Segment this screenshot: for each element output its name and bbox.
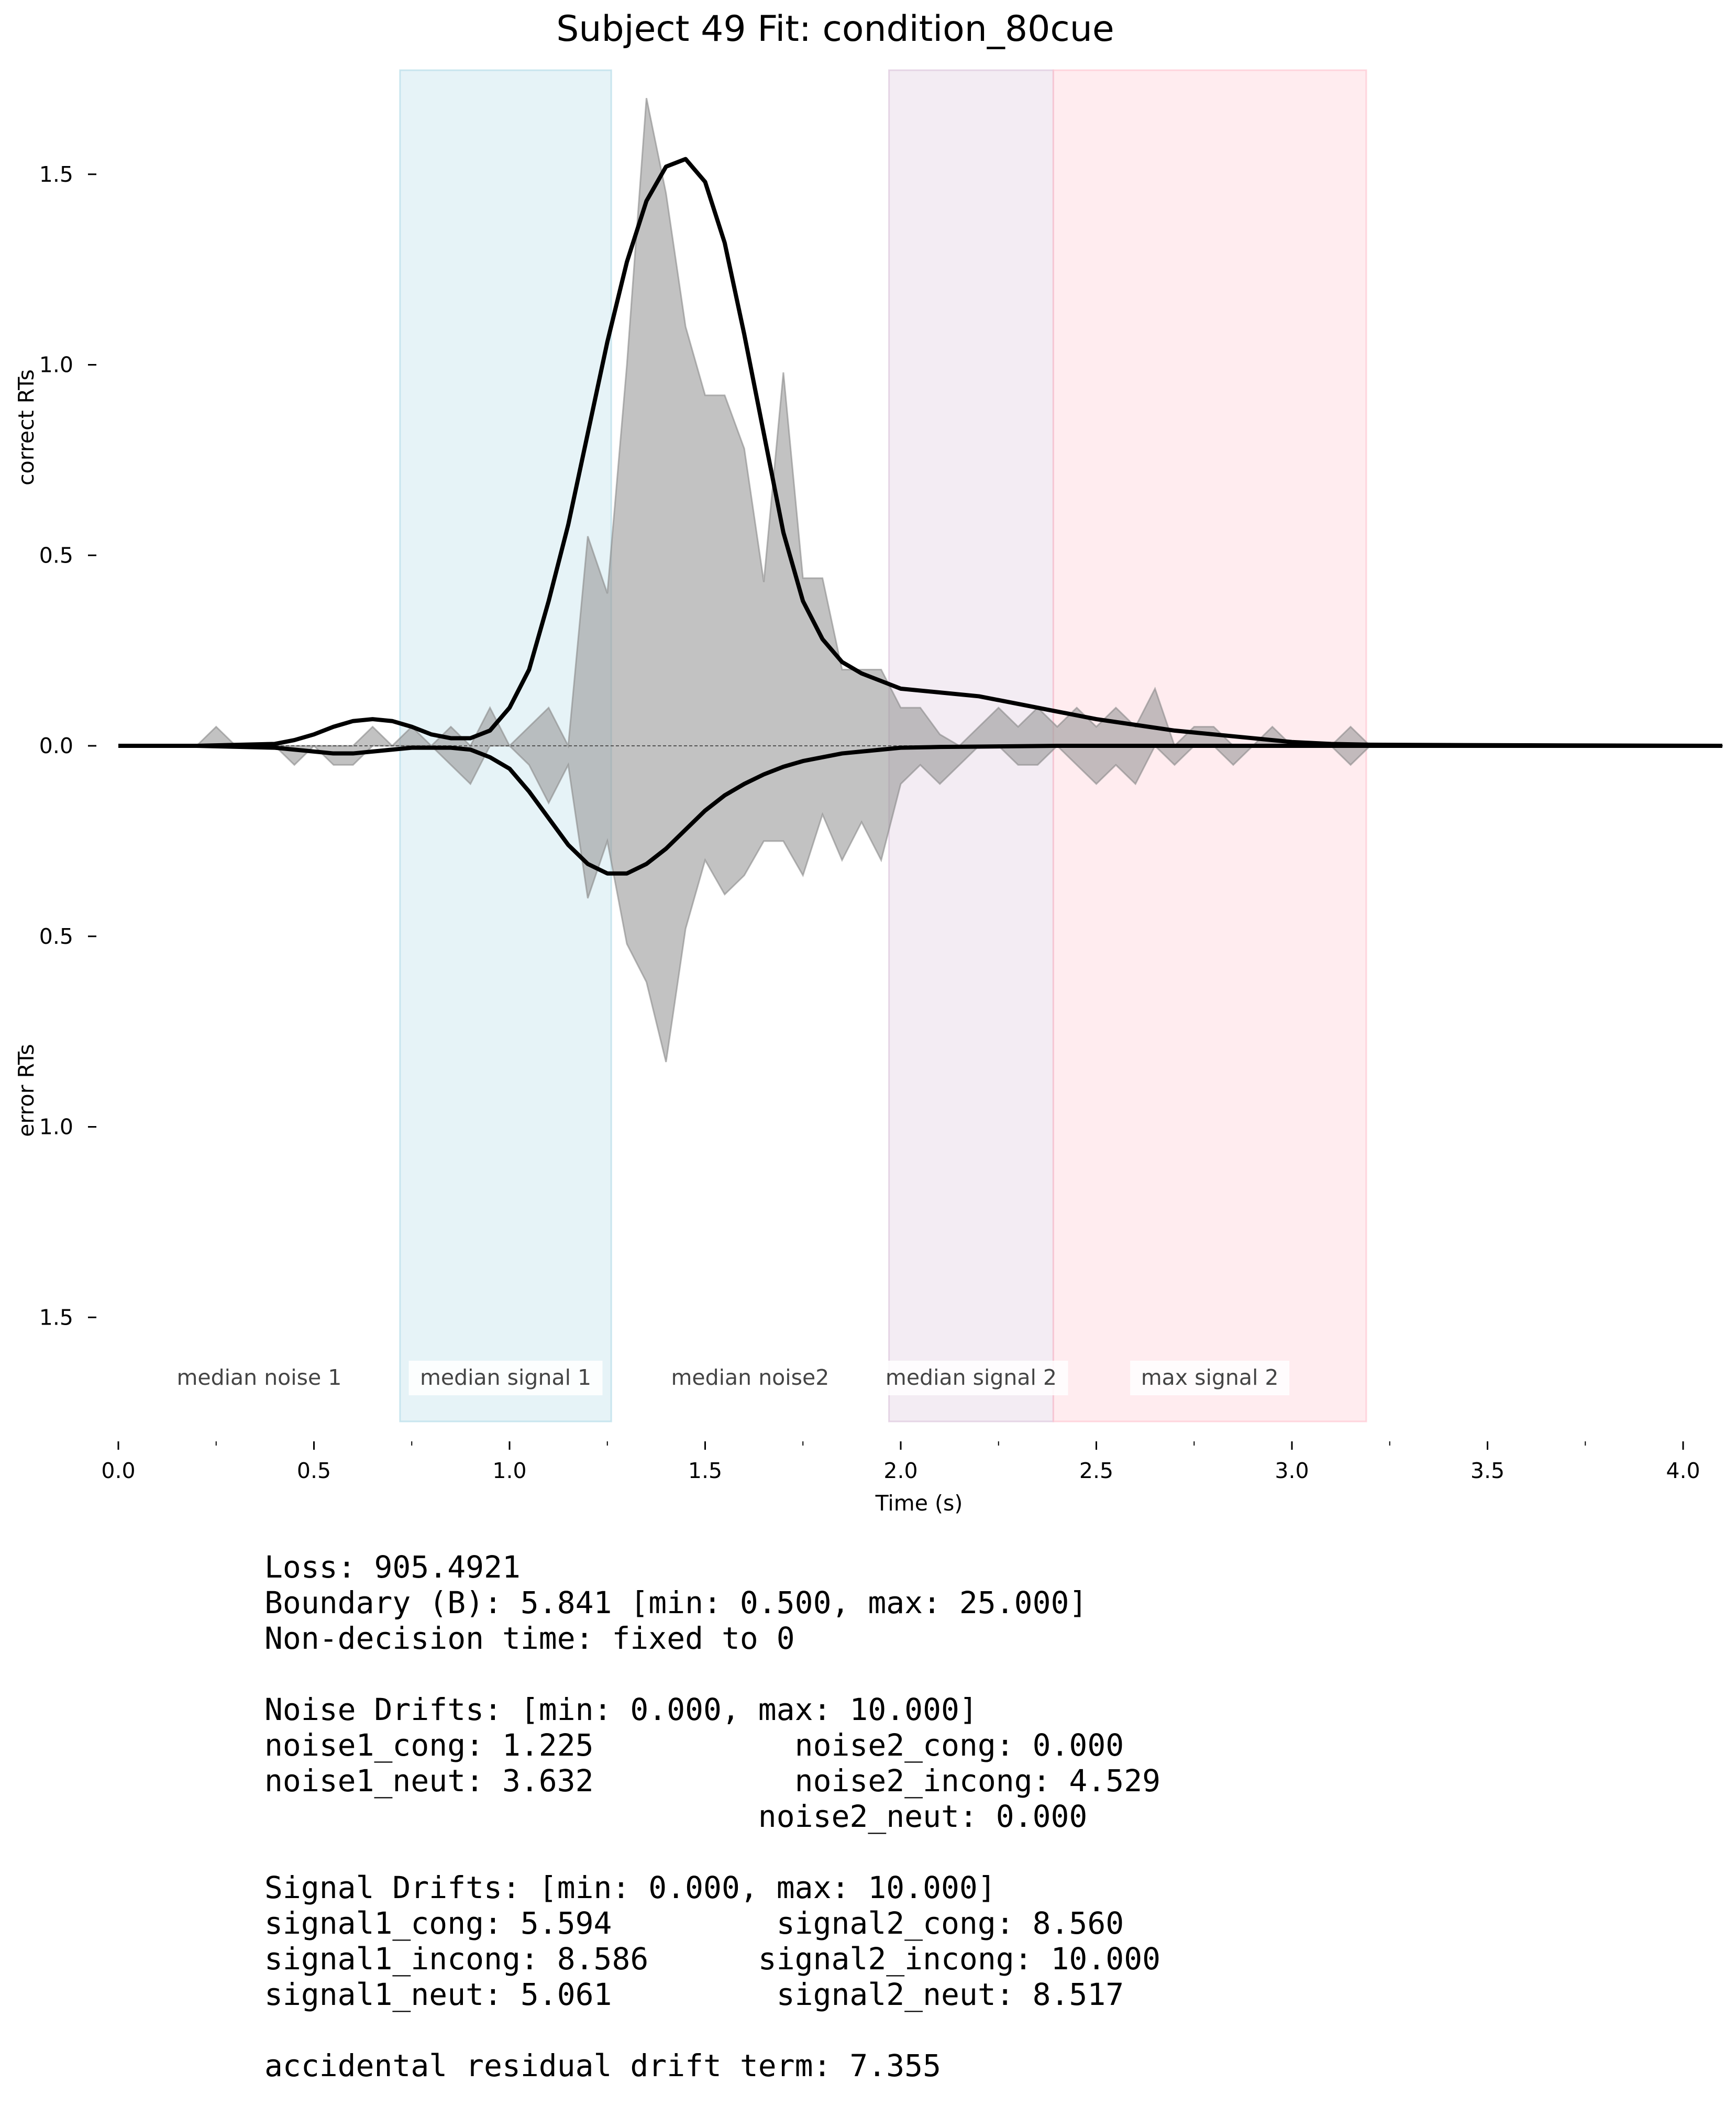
stat-line: noise1_cong: 1.225 noise2_cong: 0.000 [264,1727,1124,1763]
stat-line: Signal Drifts: [min: 0.000, max: 10.000] [264,1870,996,1905]
chart-title: Subject 49 Fit: condition_80cue [556,8,1114,50]
phase-label-2: median noise2 [671,1365,829,1390]
phase-label-3: median signal 2 [886,1365,1057,1390]
stat-line: accidental residual drift term: 7.355 [264,2048,942,2083]
stat-blank-line [264,1834,1160,1870]
x-tick-label: 4.0 [1666,1458,1700,1483]
y-tick-label: 1.5 [39,1305,73,1330]
stat-line: signal1_incong: 8.586 signal2_incong: 10… [264,1941,1161,1977]
phase-label-box-1 [408,1361,603,1395]
y-tick-label: 1.0 [39,1115,73,1140]
y-tick-label: 0.5 [39,543,73,568]
x-tick-label: 3.0 [1275,1458,1309,1483]
stat-line: signal1_neut: 5.061 signal2_neut: 8.517 [264,1977,1124,2012]
y-tick-label: 0.5 [39,924,73,949]
y-tick-label: 0.0 [39,733,73,758]
x-tick-label: 3.5 [1470,1458,1505,1483]
y-tick-label: 1.0 [39,352,73,378]
y-tick-label: 1.5 [39,162,73,187]
phase-label-box-3 [874,1361,1068,1395]
fit-statistics: Loss: 905.4921 Boundary (B): 5.841 [min: … [264,1549,1160,2083]
stat-line: noise2_neut: 0.000 [264,1799,1088,1834]
x-tick-label: 1.0 [492,1458,526,1483]
phase-label-box-4 [1130,1361,1290,1395]
stat-line: Non-decision time: fixed to 0 [264,1620,795,1656]
y-axis-label-correct: correct RTs [14,369,39,486]
stat-line: Loss: 905.4921 [264,1549,521,1585]
phase-labels: median noise 1 median signal 1 median nois… [176,1361,1290,1395]
x-tick-label: 2.5 [1079,1458,1113,1483]
phase-label-1: median signal 1 [420,1365,591,1390]
phase-label-4: max signal 2 [1141,1365,1279,1390]
x-tick-label: 0.0 [101,1458,135,1483]
model-curves [118,157,1722,876]
stat-line: Boundary (B): 5.841 [min: 0.500, max: 25… [264,1585,1088,1620]
stat-line: noise1_neut: 3.632 noise2_incong: 4.529 [264,1763,1161,1799]
x-tick-label: 1.5 [688,1458,722,1483]
y-axis-label-error: error RTs [14,1044,39,1137]
stat-line: Noise Drifts: [min: 0.000, max: 10.000] [264,1692,978,1727]
model-error-curve [118,744,1722,876]
stat-blank-line [264,2012,1160,2048]
stat-line: signal1_cong: 5.594 signal2_cong: 8.560 [264,1905,1124,1941]
x-tick-label: 0.5 [297,1458,331,1483]
axes: 0.0 0.5 1.0 1.5 2.0 2.5 3.0 3.5 4.0 1.5 1.0 0.5 0.0 0… [39,162,1700,1483]
phase-label-0: median noise 1 [176,1365,341,1390]
model-correct-curve [118,157,1722,748]
x-tick-label: 2.0 [883,1458,917,1483]
x-axis-label: Time (s) [875,1491,963,1516]
stat-blank-line [264,1656,1160,1692]
